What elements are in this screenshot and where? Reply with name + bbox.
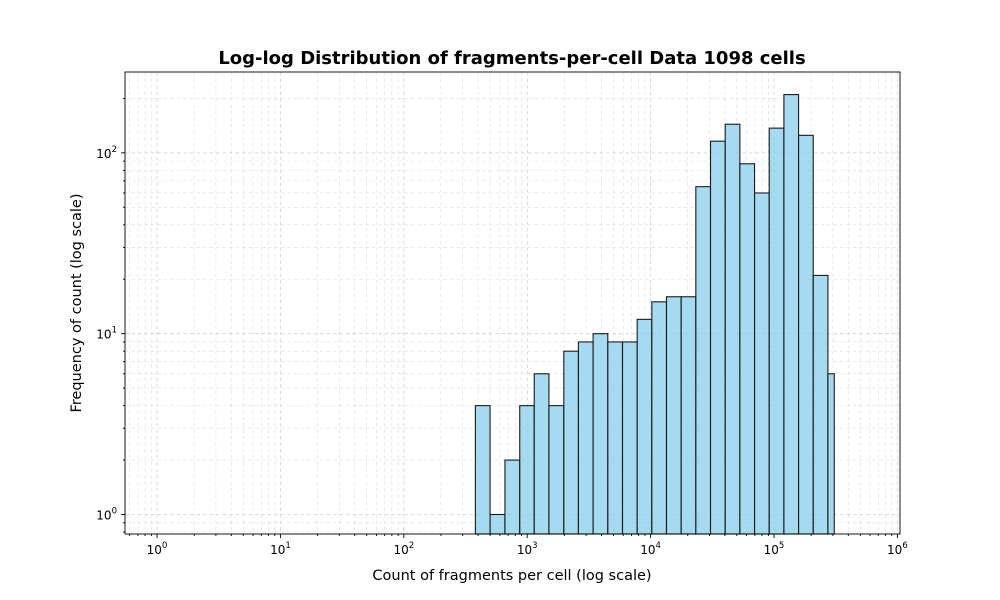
histogram-bar xyxy=(563,350,579,535)
histogram-bar xyxy=(665,296,682,535)
y-tick-label: 102 xyxy=(96,145,117,161)
histogram-bar xyxy=(783,94,800,535)
histogram-bar xyxy=(651,301,668,535)
histogram-bar xyxy=(592,333,609,535)
histogram-bar xyxy=(709,140,726,535)
x-tick-label: 102 xyxy=(393,541,414,557)
x-tick-label: 106 xyxy=(887,541,908,557)
histogram-bar xyxy=(474,405,491,535)
histogram-bar xyxy=(753,192,770,535)
histogram-bar xyxy=(607,341,624,535)
histogram-bar xyxy=(739,163,756,535)
histogram-bar xyxy=(798,134,814,535)
x-tick-label: 104 xyxy=(640,541,661,557)
histogram-bar xyxy=(827,373,835,535)
x-tick-label: 101 xyxy=(270,541,291,557)
x-tick-label: 103 xyxy=(517,541,538,557)
x-axis-label: Count of fragments per cell (log scale) xyxy=(372,568,651,584)
histogram-bar xyxy=(695,186,712,535)
histogram-bar xyxy=(533,373,550,535)
plot-frame xyxy=(124,71,901,535)
histogram-bar xyxy=(621,341,638,535)
histogram-bar xyxy=(680,296,697,535)
histogram-bar xyxy=(519,405,535,535)
histogram-bar xyxy=(768,127,785,535)
y-axis-ticks: 100 101 102 xyxy=(96,97,125,533)
y-axis-label: Frequency of count (log scale) xyxy=(69,193,85,412)
histogram-bar xyxy=(504,459,521,535)
histogram-bar xyxy=(636,318,653,535)
x-tick-label: 105 xyxy=(764,541,785,557)
histogram-bar xyxy=(812,274,829,535)
x-axis-ticks: 100 101 102 103 104 105 106 xyxy=(129,534,908,557)
y-tick-label: 101 xyxy=(96,326,117,342)
y-tick-label: 100 xyxy=(96,506,117,522)
histogram-bar xyxy=(489,513,506,535)
histogram-bar xyxy=(548,405,565,535)
chart-title: Log-log Distribution of fragments-per-ce… xyxy=(218,48,805,69)
x-tick-label: 100 xyxy=(147,541,168,557)
histogram-bar xyxy=(724,123,741,535)
histogram-bars xyxy=(474,94,835,535)
histogram-bar xyxy=(577,341,594,535)
